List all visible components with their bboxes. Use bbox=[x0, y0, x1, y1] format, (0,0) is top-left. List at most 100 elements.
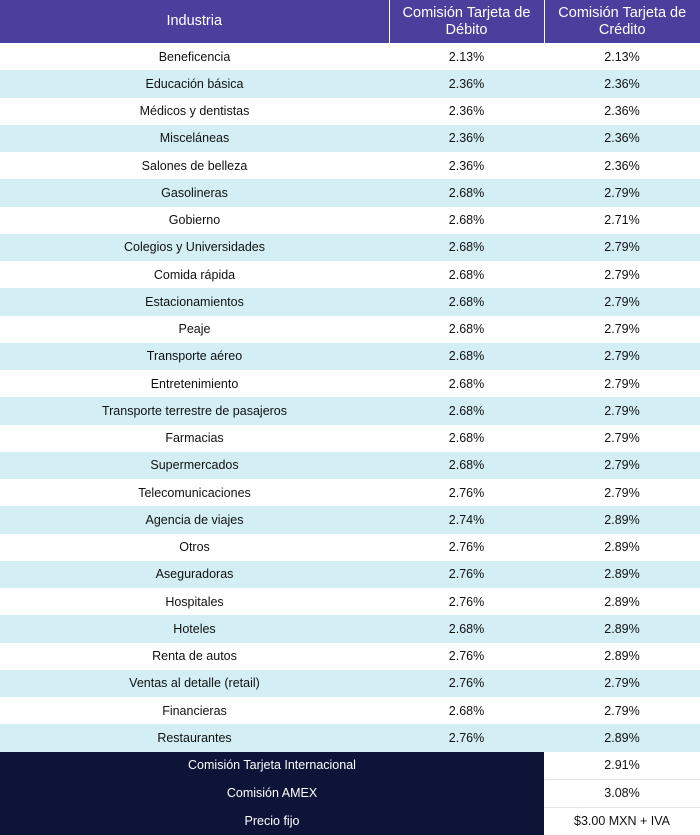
footer-label: Comisión AMEX bbox=[0, 779, 544, 807]
industry-cell: Beneficencia bbox=[0, 43, 389, 71]
credit-rate-cell: 2.79% bbox=[544, 697, 700, 725]
debit-rate-cell: 2.13% bbox=[389, 43, 544, 71]
credit-rate-cell: 2.89% bbox=[544, 533, 700, 561]
credit-rate-cell: 2.79% bbox=[544, 669, 700, 697]
table-row: Telecomunicaciones 2.76% 2.79% bbox=[0, 479, 700, 507]
table-row: Misceláneas 2.36% 2.36% bbox=[0, 124, 700, 152]
debit-rate-cell: 2.76% bbox=[389, 533, 544, 561]
table-row: Restaurantes 2.76% 2.89% bbox=[0, 724, 700, 752]
credit-rate-cell: 2.79% bbox=[544, 424, 700, 452]
credit-rate-cell: 2.79% bbox=[544, 261, 700, 289]
industry-cell: Salones de belleza bbox=[0, 152, 389, 180]
industry-cell: Estacionamientos bbox=[0, 288, 389, 316]
table-row: Médicos y dentistas 2.36% 2.36% bbox=[0, 97, 700, 125]
debit-rate-cell: 2.68% bbox=[389, 397, 544, 425]
table-row: Farmacias 2.68% 2.79% bbox=[0, 424, 700, 452]
credit-rate-cell: 2.36% bbox=[544, 97, 700, 125]
debit-rate-cell: 2.76% bbox=[389, 642, 544, 670]
industry-cell: Aseguradoras bbox=[0, 560, 389, 588]
industry-cell: Ventas al detalle (retail) bbox=[0, 669, 389, 697]
industry-cell: Gobierno bbox=[0, 206, 389, 234]
industry-cell: Gasolineras bbox=[0, 179, 389, 207]
industry-cell: Hoteles bbox=[0, 615, 389, 643]
industry-cell: Renta de autos bbox=[0, 642, 389, 670]
table-row: Salones de belleza 2.36% 2.36% bbox=[0, 152, 700, 180]
industry-cell: Telecomunicaciones bbox=[0, 479, 389, 507]
header-row: Industria Comisión Tarjeta de Débito Com… bbox=[0, 0, 700, 43]
debit-rate-cell: 2.68% bbox=[389, 424, 544, 452]
credit-rate-cell: 2.36% bbox=[544, 70, 700, 98]
table-row: Agencia de viajes 2.74% 2.89% bbox=[0, 506, 700, 534]
industry-cell: Transporte aéreo bbox=[0, 342, 389, 370]
footer-label: Precio fijo bbox=[0, 807, 544, 835]
industry-cell: Educación básica bbox=[0, 70, 389, 98]
industry-cell: Otros bbox=[0, 533, 389, 561]
table-row: Estacionamientos 2.68% 2.79% bbox=[0, 288, 700, 316]
table-header: Industria Comisión Tarjeta de Débito Com… bbox=[0, 0, 700, 43]
industry-cell: Farmacias bbox=[0, 424, 389, 452]
industry-cell: Colegios y Universidades bbox=[0, 233, 389, 261]
footer-row: Precio fijo $3.00 MXN + IVA bbox=[0, 806, 700, 835]
credit-rate-cell: 2.36% bbox=[544, 124, 700, 152]
table-row: Ventas al detalle (retail) 2.76% 2.79% bbox=[0, 669, 700, 697]
credit-rate-cell: 2.89% bbox=[544, 506, 700, 534]
debit-rate-cell: 2.68% bbox=[389, 697, 544, 725]
industry-cell: Médicos y dentistas bbox=[0, 97, 389, 125]
industry-cell: Misceláneas bbox=[0, 124, 389, 152]
table-footer: Comisión Tarjeta Internacional 2.91% Comis… bbox=[0, 751, 700, 835]
industry-cell: Hospitales bbox=[0, 588, 389, 616]
debit-rate-cell: 2.76% bbox=[389, 479, 544, 507]
table-row: Transporte terrestre de pasajeros 2.68% 2.… bbox=[0, 397, 700, 425]
credit-rate-cell: 2.79% bbox=[544, 479, 700, 507]
debit-rate-cell: 2.76% bbox=[389, 560, 544, 588]
debit-rate-cell: 2.68% bbox=[389, 206, 544, 234]
debit-rate-cell: 2.76% bbox=[389, 669, 544, 697]
table-row: Otros 2.76% 2.89% bbox=[0, 533, 700, 561]
table-body: Beneficencia 2.13% 2.13% Educación básica 2.… bbox=[0, 43, 700, 752]
footer-row: Comisión AMEX 3.08% bbox=[0, 778, 700, 807]
credit-rate-cell: 2.89% bbox=[544, 642, 700, 670]
header-debit-commission: Comisión Tarjeta de Débito bbox=[389, 0, 545, 43]
industry-cell: Comida rápida bbox=[0, 261, 389, 289]
credit-rate-cell: 2.89% bbox=[544, 615, 700, 643]
debit-rate-cell: 2.68% bbox=[389, 315, 544, 343]
table-row: Supermercados 2.68% 2.79% bbox=[0, 451, 700, 479]
debit-rate-cell: 2.74% bbox=[389, 506, 544, 534]
table-row: Comida rápida 2.68% 2.79% bbox=[0, 261, 700, 289]
debit-rate-cell: 2.36% bbox=[389, 97, 544, 125]
credit-rate-cell: 2.79% bbox=[544, 288, 700, 316]
header-industry: Industria bbox=[0, 0, 390, 43]
footer-label: Comisión Tarjeta Internacional bbox=[0, 751, 544, 779]
credit-rate-cell: 2.79% bbox=[544, 315, 700, 343]
debit-rate-cell: 2.76% bbox=[389, 724, 544, 752]
debit-rate-cell: 2.68% bbox=[389, 615, 544, 643]
debit-rate-cell: 2.68% bbox=[389, 342, 544, 370]
table-row: Transporte aéreo 2.68% 2.79% bbox=[0, 342, 700, 370]
credit-rate-cell: 2.79% bbox=[544, 370, 700, 398]
debit-rate-cell: 2.76% bbox=[389, 588, 544, 616]
credit-rate-cell: 2.79% bbox=[544, 342, 700, 370]
debit-rate-cell: 2.36% bbox=[389, 152, 544, 180]
industry-cell: Transporte terrestre de pasajeros bbox=[0, 397, 389, 425]
industry-cell: Supermercados bbox=[0, 451, 389, 479]
credit-rate-cell: 2.79% bbox=[544, 233, 700, 261]
credit-rate-cell: 2.79% bbox=[544, 397, 700, 425]
debit-rate-cell: 2.36% bbox=[389, 124, 544, 152]
industry-cell: Financieras bbox=[0, 697, 389, 725]
table-row: Beneficencia 2.13% 2.13% bbox=[0, 43, 700, 71]
debit-rate-cell: 2.68% bbox=[389, 288, 544, 316]
debit-rate-cell: 2.68% bbox=[389, 370, 544, 398]
credit-rate-cell: 2.89% bbox=[544, 588, 700, 616]
table-row: Aseguradoras 2.76% 2.89% bbox=[0, 560, 700, 588]
credit-rate-cell: 2.13% bbox=[544, 43, 700, 71]
header-credit-commission: Comisión Tarjeta de Crédito bbox=[544, 0, 700, 43]
table-row: Financieras 2.68% 2.79% bbox=[0, 697, 700, 725]
footer-value: 2.91% bbox=[544, 751, 700, 779]
debit-rate-cell: 2.36% bbox=[389, 70, 544, 98]
footer-value: 3.08% bbox=[544, 778, 700, 807]
table-row: Entretenimiento 2.68% 2.79% bbox=[0, 370, 700, 398]
table-row: Gobierno 2.68% 2.71% bbox=[0, 206, 700, 234]
table-row: Hospitales 2.76% 2.89% bbox=[0, 588, 700, 616]
table-row: Peaje 2.68% 2.79% bbox=[0, 315, 700, 343]
